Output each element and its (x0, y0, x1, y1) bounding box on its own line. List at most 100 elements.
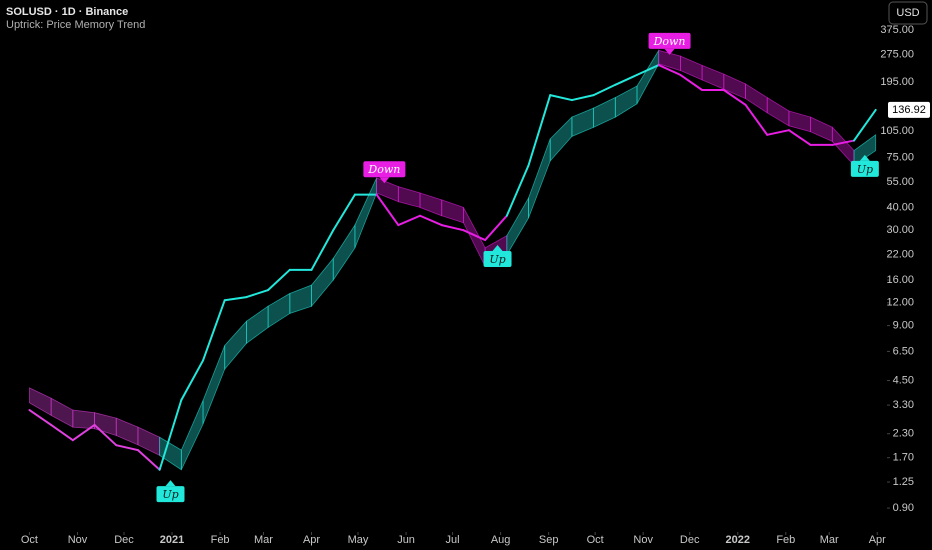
price-segment (50, 423, 74, 442)
signal-label: Down (367, 163, 400, 176)
y-tick-label: 12.00 (886, 297, 914, 309)
price-segment (223, 296, 248, 302)
x-tick-label: 2021 (160, 534, 184, 546)
price-segment (202, 299, 226, 362)
price-segment (136, 449, 161, 471)
price-segment (787, 129, 812, 146)
signal-box (648, 32, 691, 49)
x-tick-label: Feb (211, 534, 230, 546)
x-tick-label: Oct (21, 534, 38, 546)
price-segment (679, 73, 704, 92)
y-tick-label: 1.70 (893, 452, 914, 464)
price-segment (636, 64, 660, 76)
price-segment (744, 103, 769, 136)
x-tick-label: Mar (820, 534, 839, 546)
signal-label: Up (162, 488, 178, 501)
price-segment (484, 214, 508, 242)
price-segment (71, 423, 96, 442)
price-segment (853, 108, 877, 142)
band-layer (29, 49, 877, 471)
memory-band (853, 134, 877, 167)
price-segment (419, 214, 443, 227)
signal-pointer (859, 154, 870, 161)
signal-layer: Up Down Up Down Up (156, 32, 879, 503)
price-segment (93, 423, 118, 447)
y-tick-label: 55.00 (886, 176, 914, 188)
price-segment (505, 164, 530, 217)
price-segment (267, 268, 291, 292)
signal-label: Up (857, 163, 873, 176)
x-tick-label: May (348, 534, 369, 546)
y-tick-label: 195.00 (880, 76, 914, 88)
signal-pointer (492, 244, 503, 251)
y-tick-label: 375.00 (880, 24, 914, 36)
price-segment (722, 89, 747, 106)
price-segment (527, 94, 552, 167)
x-tick-label: Feb (776, 534, 795, 546)
price-segment (115, 444, 139, 452)
currency-button[interactable] (888, 1, 928, 25)
y-tick-label: 40.00 (886, 201, 914, 213)
price-segment (549, 94, 573, 102)
x-tick-label: Nov (633, 534, 653, 546)
signal-box (850, 160, 879, 177)
price-segment (245, 289, 270, 299)
x-tick-label: Nov (68, 534, 88, 546)
y-tick-label: 16.00 (886, 274, 914, 286)
y-tick-label: 1.25 (893, 476, 914, 488)
price-segment (657, 64, 682, 76)
memory-band (72, 409, 95, 430)
y-tick-label: 0.90 (893, 502, 914, 514)
price-segment (332, 193, 356, 232)
price-segment (310, 229, 335, 271)
signal-box (363, 161, 406, 178)
price-segment (831, 139, 856, 146)
signal-label: Down (653, 35, 686, 48)
x-tick-label: Jul (446, 534, 460, 546)
y-tick-label: 22.00 (886, 249, 914, 261)
price-segment (158, 399, 183, 471)
y-tick-label: 30.00 (886, 224, 914, 236)
y-tick-label: 2.30 (893, 428, 914, 440)
y-tick-label: 4.50 (893, 374, 914, 386)
chart-title: SOLUSD · 1D · Binance (6, 6, 128, 18)
price-segment (570, 94, 595, 102)
x-tick-label: Apr (303, 534, 320, 546)
last-price-label: 136.92 (892, 104, 926, 116)
price-segment (766, 129, 790, 136)
axis-layer: 375.00 275.00 195.00 105.00 75.00 55.00 40.00 3… (21, 24, 930, 546)
last-price-box (888, 101, 930, 118)
signal-pointer (664, 48, 675, 55)
signal-box (156, 486, 185, 503)
x-tick-label: Apr (869, 534, 886, 546)
price-layer (28, 64, 877, 471)
x-tick-label: Aug (491, 534, 511, 546)
price-segment (462, 229, 487, 242)
price-segment (397, 214, 422, 227)
y-tick-label: 275.00 (880, 49, 914, 61)
y-tick-label: 75.00 (886, 152, 914, 164)
x-tick-label: Dec (114, 534, 134, 546)
y-tick-label: 6.50 (893, 345, 914, 357)
currency-label[interactable]: USD (896, 7, 919, 19)
x-tick-label: Jun (397, 534, 415, 546)
x-tick-label: Mar (254, 534, 273, 546)
price-segment (440, 224, 465, 232)
indicator-name: Uptrick: Price Memory Trend (6, 19, 145, 31)
signal-pointer (165, 480, 176, 487)
x-tick-label: Oct (587, 534, 604, 546)
price-segment (592, 83, 617, 97)
y-tick-label: 3.30 (893, 399, 914, 411)
x-tick-label: 2022 (726, 534, 750, 546)
signal-label: Up (489, 253, 505, 266)
price-segment (375, 193, 400, 227)
y-tick-label: 105.00 (880, 125, 914, 137)
y-tick-label: 9.00 (893, 320, 914, 332)
price-segment (614, 73, 639, 86)
signal-pointer (379, 177, 390, 184)
x-tick-label: Dec (680, 534, 700, 546)
x-tick-label: Sep (539, 534, 559, 546)
